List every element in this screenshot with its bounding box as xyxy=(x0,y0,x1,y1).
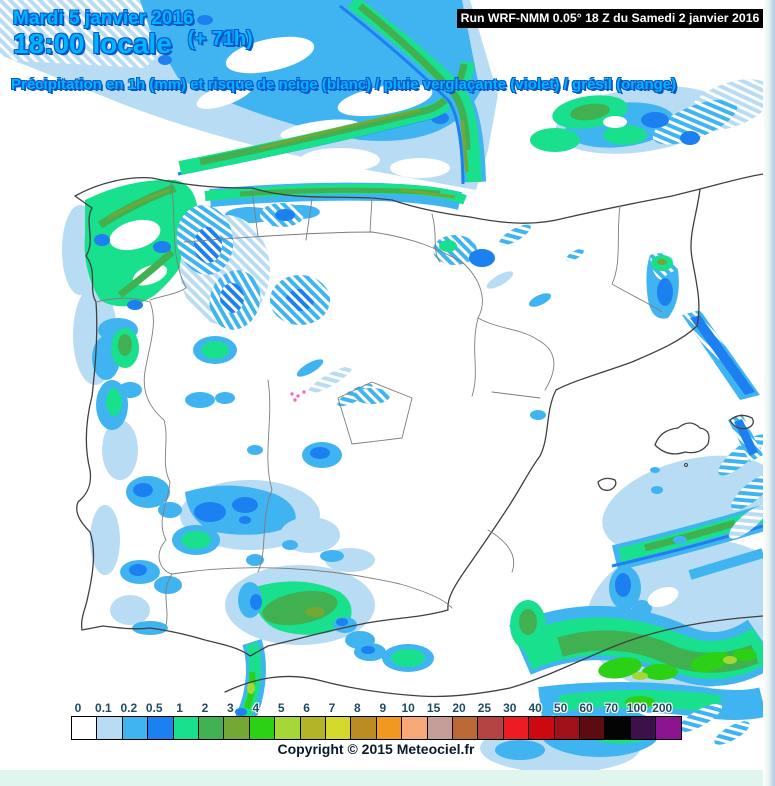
coastline xyxy=(74,173,763,698)
map-canvas xyxy=(0,0,763,770)
precip-andalusia xyxy=(225,565,434,738)
map-subtitle: Précipitation en 1h (mm) et risque de ne… xyxy=(11,76,677,93)
page-edge-bottom xyxy=(0,770,763,786)
precip-portugal-coast xyxy=(90,380,220,635)
precipitation-map xyxy=(0,0,763,770)
province-borders xyxy=(95,179,663,627)
forecast-time: 18:00 locale (+ 71h) xyxy=(13,28,253,60)
precip-central xyxy=(180,359,546,579)
freezing-rain-marks xyxy=(290,390,306,402)
precip-catalonia xyxy=(646,253,760,400)
precip-ebro xyxy=(433,224,584,307)
copyright-notice: Copyright © 2015 Meteociel.fr xyxy=(277,741,475,757)
precip-north-system xyxy=(0,0,498,223)
page-edge-right xyxy=(763,0,775,786)
forecast-date: Mardi 5 janvier 2016 xyxy=(13,8,194,29)
forecast-time-label: 18:00 locale xyxy=(13,28,172,59)
precip-northeast xyxy=(530,79,763,154)
islands xyxy=(597,414,754,491)
forecast-hour-offset: (+ 71h) xyxy=(187,28,253,50)
model-run-banner: Run WRF-NMM 0.05° 18 Z du Samedi 2 janvi… xyxy=(457,9,763,28)
